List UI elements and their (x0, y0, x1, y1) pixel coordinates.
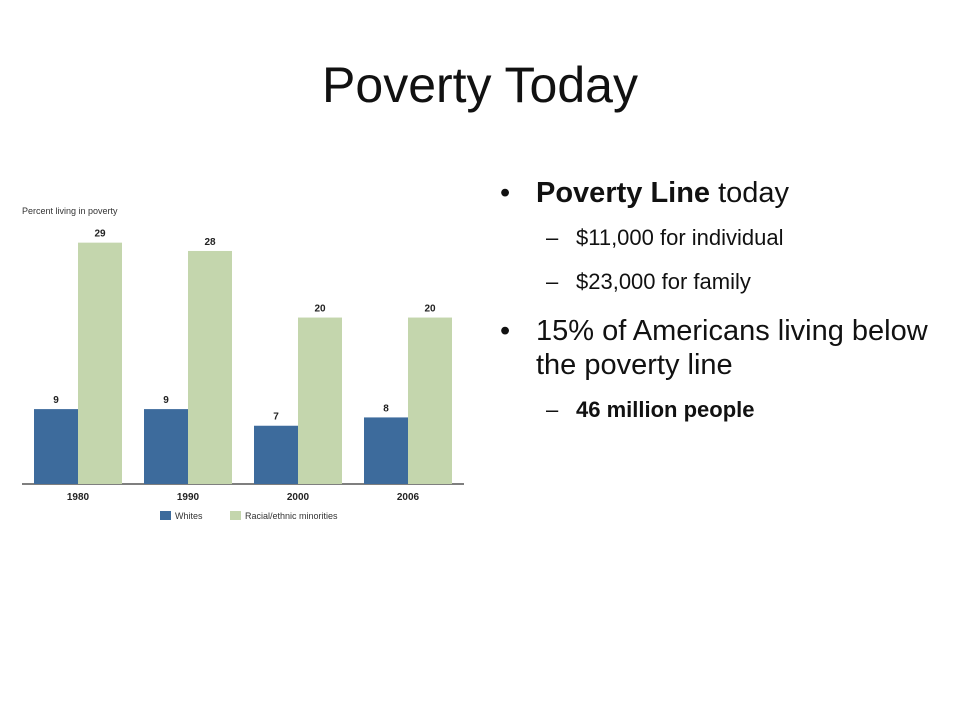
bar-minorities-1980 (78, 242, 122, 484)
sub-bullet-family: – $23,000 for family (494, 269, 944, 295)
sub-bullet-individual: – $11,000 for individual (494, 225, 944, 251)
million-text: 46 million people (576, 397, 755, 423)
legend-swatch (230, 511, 241, 520)
bullet-dot: • (500, 177, 511, 209)
poverty-bar-chart: Percent living in poverty 9 29 1980 9 28 1990… (22, 206, 464, 521)
y-axis-label: Percent living in poverty (22, 206, 118, 216)
slide-title: Poverty Today (322, 57, 638, 113)
bar-value-label: 20 (424, 304, 436, 315)
bar-value-label: 9 (163, 395, 169, 406)
dash: – (546, 269, 559, 295)
poverty-line-rest: today (710, 177, 790, 209)
x-tick-label: 1980 (67, 492, 90, 503)
legend-swatch (160, 511, 171, 520)
percent-text: 15% of Americans living below the povert… (536, 314, 928, 382)
bar-minorities-2006 (408, 317, 452, 484)
bullet-percent: • 15% of Americans living below the pove… (494, 314, 944, 384)
bullet-list: • Poverty Line today – $11,000 for indiv… (494, 176, 944, 442)
x-tick-label: 1990 (177, 492, 200, 503)
x-tick-label: 2000 (287, 492, 310, 503)
sub-bullet-million: – 46 million people (494, 397, 944, 423)
bar-value-label: 29 (94, 229, 106, 240)
bar-value-label: 20 (314, 304, 326, 315)
dash: – (546, 397, 559, 423)
bullet-dot: • (500, 314, 511, 347)
legend-label: Whites (175, 511, 203, 521)
bar-whites-2000 (254, 425, 298, 484)
bar-whites-1980 (34, 409, 78, 484)
bar-minorities-1990 (188, 250, 232, 484)
bar-value-label: 9 (53, 395, 59, 406)
individual-text: $11,000 for individual (576, 224, 784, 250)
bar-minorities-2000 (298, 317, 342, 484)
legend: Whites Racial/ethnic minorities (160, 511, 338, 521)
dash: – (546, 224, 559, 250)
bar-whites-2006 (364, 417, 408, 484)
bar-whites-1990 (144, 409, 188, 484)
bar-value-label: 8 (383, 403, 389, 414)
bars-group: 9 29 1980 9 28 1990 7 20 2000 8 20 2006 (34, 229, 452, 503)
legend-label: Racial/ethnic minorities (245, 511, 338, 521)
poverty-line-bold: Poverty Line (536, 177, 711, 209)
family-text: $23,000 for family (576, 269, 751, 295)
bar-value-label: 7 (273, 412, 279, 423)
bar-value-label: 28 (204, 237, 216, 248)
bullet-poverty-line: • Poverty Line today (494, 176, 944, 211)
x-tick-label: 2006 (397, 492, 420, 503)
